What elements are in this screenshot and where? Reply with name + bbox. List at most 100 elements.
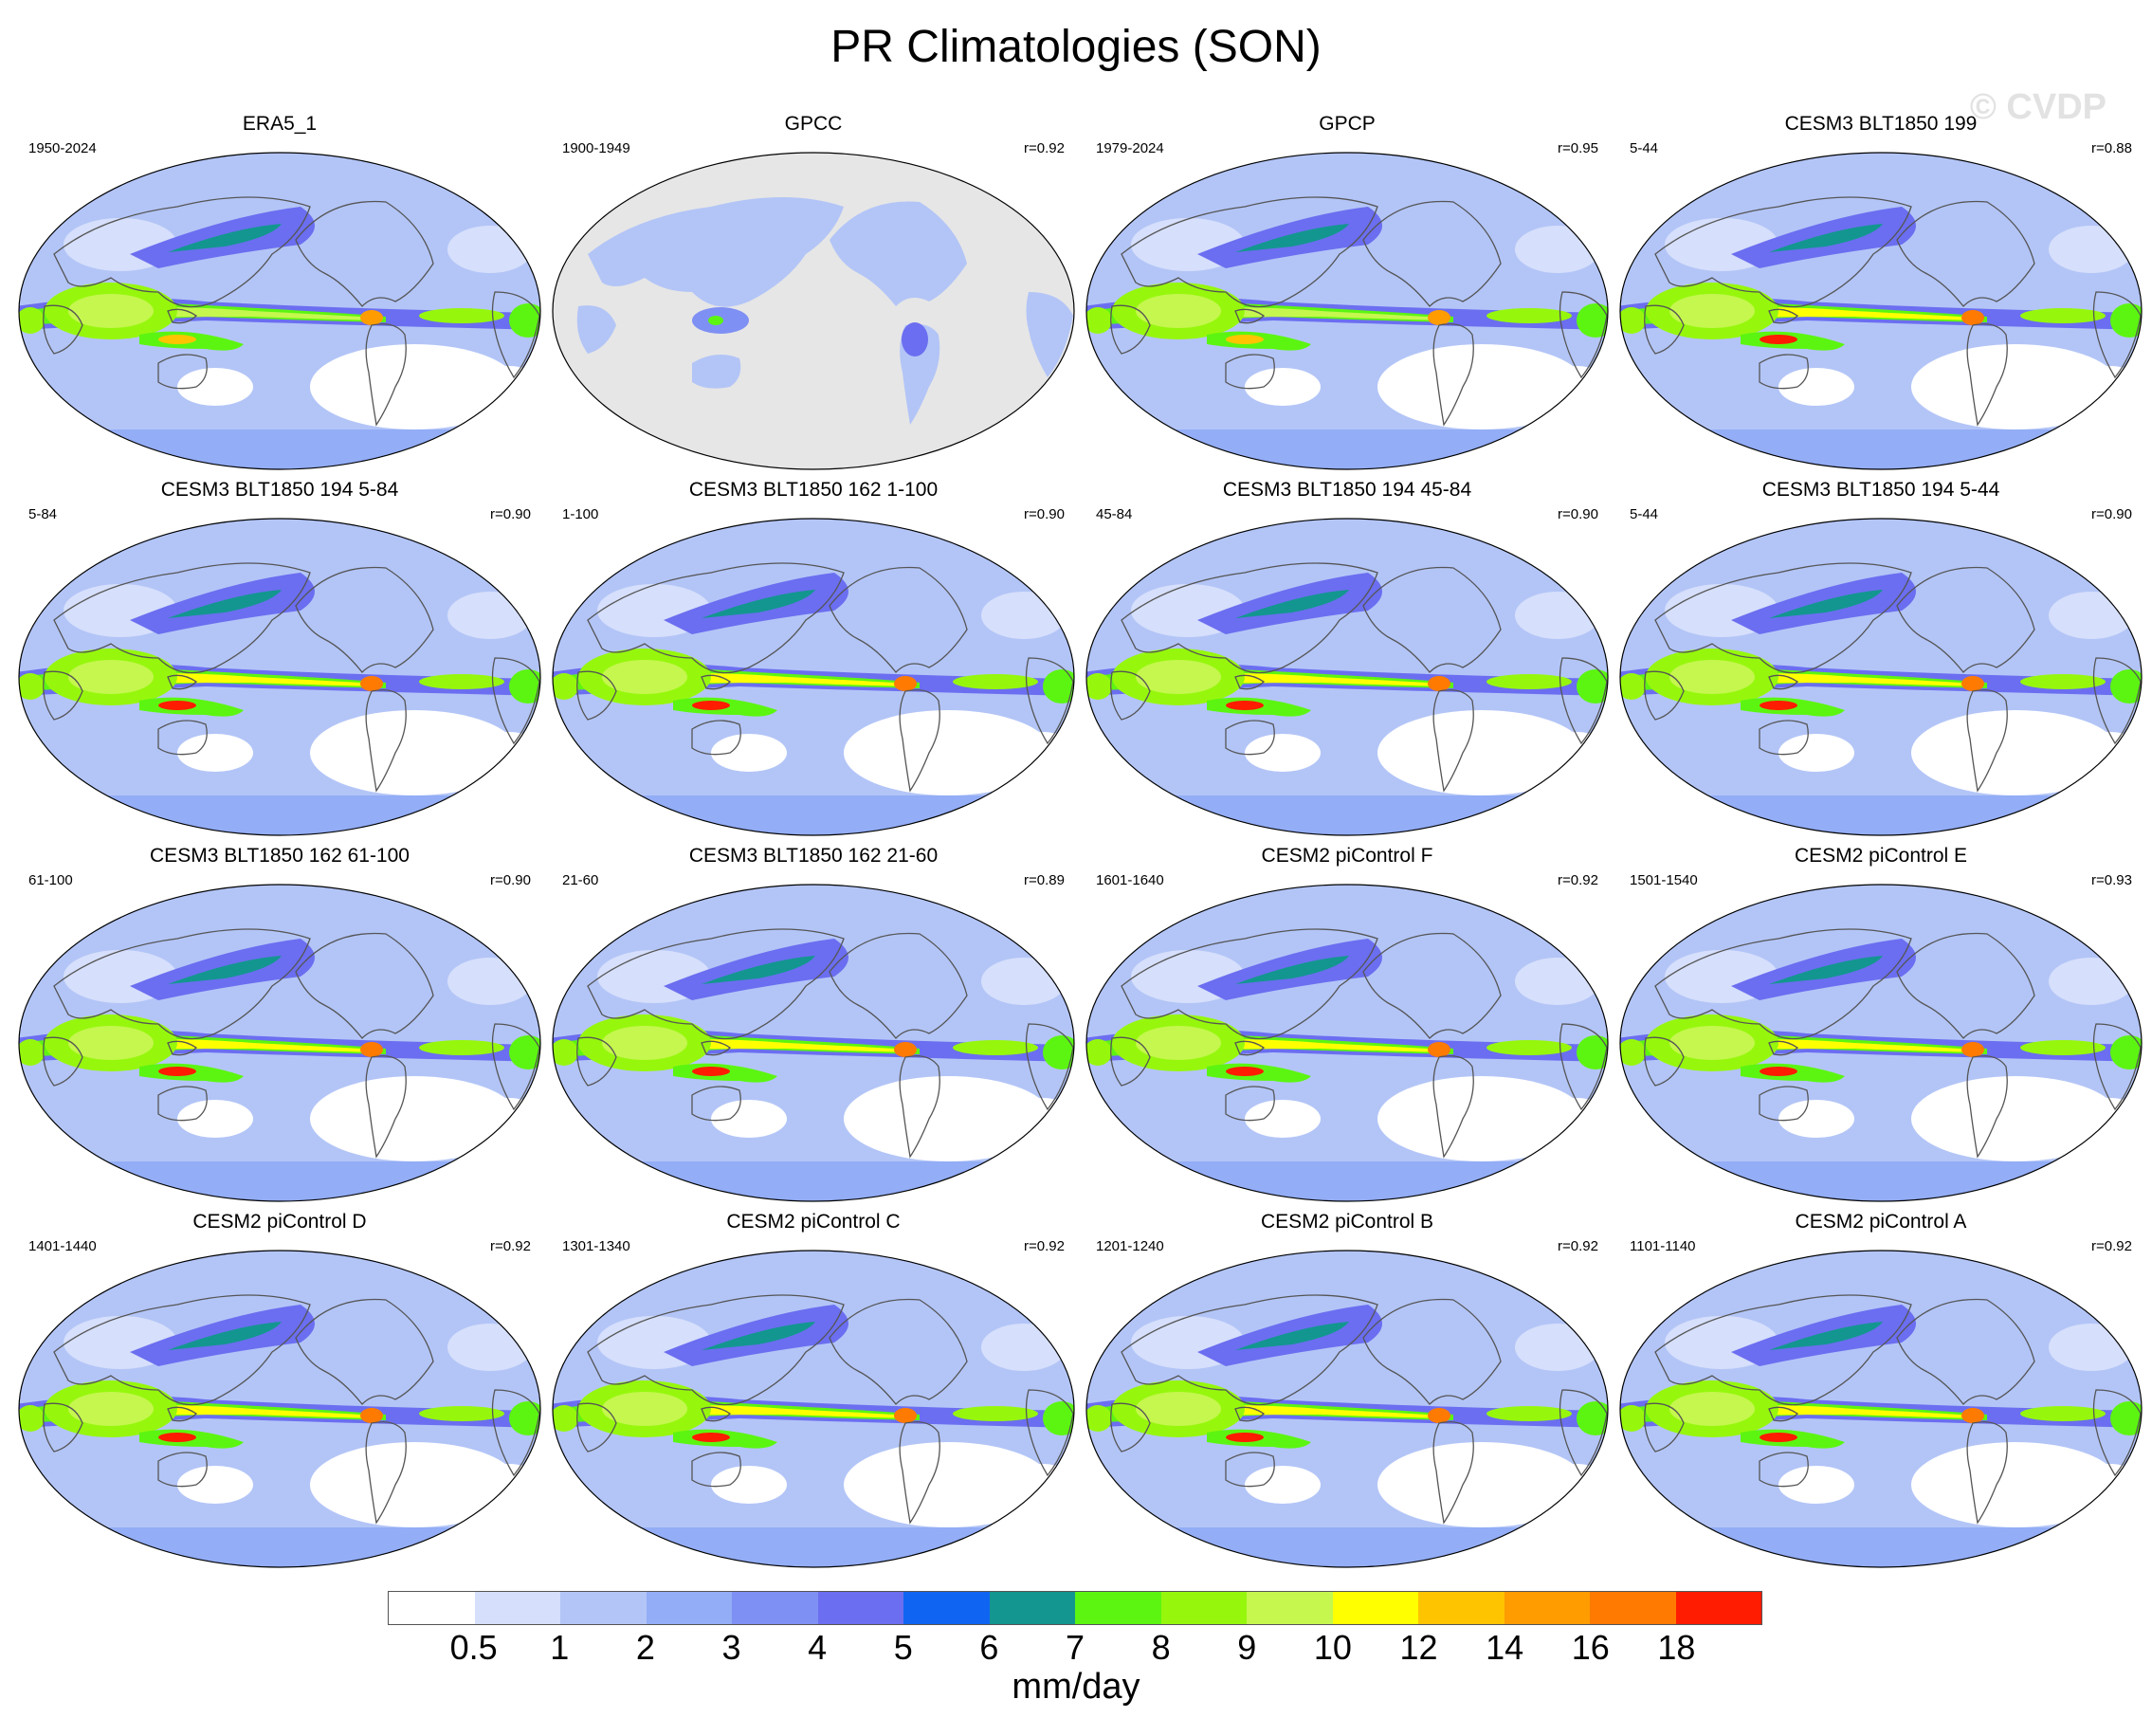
global-map xyxy=(552,152,1075,470)
precip-field xyxy=(553,1251,1074,1567)
panel-correlation: r=0.93 xyxy=(2091,872,2132,888)
colorbar-segment xyxy=(646,1592,732,1624)
colorbar-tick-label: 14 xyxy=(1486,1628,1524,1667)
panel-correlation: r=0.92 xyxy=(1558,872,1598,888)
colorbar-tick-label: 2 xyxy=(635,1628,655,1667)
panel-correlation: r=0.90 xyxy=(2091,506,2132,522)
global-map xyxy=(18,518,541,836)
panel-period: 1979-2024 xyxy=(1096,140,1164,156)
precip-field xyxy=(553,153,1074,469)
map-panel: CESM3 BLT1850 162 21-60 21-60 r=0.89 xyxy=(548,844,1079,1204)
precip-field xyxy=(19,519,540,835)
map-panel: CESM3 BLT1850 162 1-100 1-100 r=0.90 xyxy=(548,478,1079,838)
precip-field xyxy=(1620,519,2142,835)
panel-title: ERA5_1 xyxy=(242,113,318,135)
precip-field xyxy=(19,885,540,1201)
panel-title: CESM2 piControl D xyxy=(192,1211,367,1233)
panel-correlation: r=0.92 xyxy=(1558,1238,1598,1254)
panel-period: 1201-1240 xyxy=(1096,1238,1164,1254)
colorbar-segment xyxy=(1075,1592,1161,1624)
precip-field xyxy=(19,153,540,469)
panel-period: 1950-2024 xyxy=(28,140,97,156)
colorbar-tick-label: 4 xyxy=(808,1628,828,1667)
map-panel: CESM3 BLT1850 162 61-100 61-100 r=0.90 xyxy=(14,844,545,1204)
map-panel: CESM2 piControl D 1401-1440 r=0.92 xyxy=(14,1210,545,1570)
map-panel: CESM3 BLT1850 194 5-84 5-84 r=0.90 xyxy=(14,478,545,838)
panel-title: CESM2 piControl E xyxy=(1794,845,1968,867)
panel-correlation: r=0.88 xyxy=(2091,140,2132,156)
global-map xyxy=(18,152,541,470)
colorbar-tick-label: 3 xyxy=(721,1628,741,1667)
global-map xyxy=(1619,1250,2143,1568)
global-map xyxy=(18,884,541,1202)
watermark: © CVDP xyxy=(1969,87,2106,127)
colorbar-segment xyxy=(1160,1592,1247,1624)
global-map xyxy=(1085,884,1609,1202)
panel-title: CESM3 BLT1850 199 xyxy=(1784,113,1978,135)
colorbar-tick-label: 16 xyxy=(1571,1628,1610,1667)
panel-title: CESM3 BLT1850 194 5-84 xyxy=(160,479,399,501)
precip-field xyxy=(553,885,1074,1201)
colorbar-tick-label: 10 xyxy=(1313,1628,1352,1667)
precip-field xyxy=(1086,519,1608,835)
panel-period: 1501-1540 xyxy=(1630,872,1698,888)
colorbar-segment xyxy=(989,1592,1075,1624)
panel-title: CESM2 piControl F xyxy=(1261,845,1433,867)
precip-field xyxy=(1620,885,2142,1201)
colorbar-tick-label: 5 xyxy=(893,1628,913,1667)
panel-correlation: r=0.92 xyxy=(1024,1238,1065,1254)
panel-correlation: r=0.92 xyxy=(1024,140,1065,156)
global-map xyxy=(1619,884,2143,1202)
panel-period: 45-84 xyxy=(1096,506,1133,522)
panel-correlation: r=0.90 xyxy=(490,872,531,888)
colorbar-segment xyxy=(817,1592,903,1624)
map-panel: CESM3 BLT1850 194 45-84 45-84 r=0.90 xyxy=(1082,478,1613,838)
panel-title: CESM3 BLT1850 194 5-44 xyxy=(1761,479,2000,501)
map-panel: CESM2 piControl E 1501-1540 r=0.93 xyxy=(1615,844,2146,1204)
panel-correlation: r=0.95 xyxy=(1558,140,1598,156)
panel-correlation: r=0.92 xyxy=(2091,1238,2132,1254)
page-title: PR Climatologies (SON) xyxy=(830,22,1322,72)
panel-period: 1-100 xyxy=(562,506,599,522)
global-map xyxy=(552,1250,1075,1568)
colorbar-tick-label: 1 xyxy=(550,1628,570,1667)
colorbar-segment xyxy=(560,1592,647,1624)
precip-field xyxy=(1086,153,1608,469)
colorbar-segment xyxy=(1247,1592,1333,1624)
panel-correlation: r=0.90 xyxy=(490,506,531,522)
panel-title: CESM3 BLT1850 194 45-84 xyxy=(1222,479,1472,501)
panel-title: CESM3 BLT1850 162 21-60 xyxy=(688,845,939,867)
map-panel: CESM2 piControl A 1101-1140 r=0.92 xyxy=(1615,1210,2146,1570)
map-panel: ERA5_1 1950-2024 xyxy=(14,112,545,472)
panel-period: 5-44 xyxy=(1630,506,1659,522)
precip-field xyxy=(1086,885,1608,1201)
global-map xyxy=(1085,518,1609,836)
colorbar-segment xyxy=(903,1592,990,1624)
panel-correlation: r=0.90 xyxy=(1558,506,1598,522)
panel-correlation: r=0.90 xyxy=(1024,506,1065,522)
panel-period: 5-44 xyxy=(1630,140,1659,156)
panel-correlation: r=0.89 xyxy=(1024,872,1065,888)
panel-title: CESM3 BLT1850 162 61-100 xyxy=(150,845,410,867)
precip-field xyxy=(553,519,1074,835)
panel-period: 1101-1140 xyxy=(1630,1238,1696,1254)
colorbar-tick-label: 12 xyxy=(1399,1628,1438,1667)
map-panel: CESM3 BLT1850 194 5-44 5-44 r=0.90 xyxy=(1615,478,2146,838)
global-map xyxy=(18,1250,541,1568)
map-panel: CESM3 BLT1850 199 5-44 r=0.88 xyxy=(1615,112,2146,472)
global-map xyxy=(552,884,1075,1202)
panel-title: CESM3 BLT1850 162 1-100 xyxy=(688,479,939,501)
global-map xyxy=(552,518,1075,836)
map-panel: GPCC 1900-1949 r=0.92 xyxy=(548,112,1079,472)
colorbar-tick-labels: 0.5 1 2 3 4 5 6 7 8 9 10 12 14 16 18 xyxy=(388,1627,1762,1669)
precip-field xyxy=(19,1251,540,1567)
panel-period: 61-100 xyxy=(28,872,73,888)
colorbar-segment xyxy=(1332,1592,1418,1624)
precip-field xyxy=(1620,1251,2142,1567)
global-map xyxy=(1619,518,2143,836)
panel-period: 1301-1340 xyxy=(562,1238,630,1254)
panel-correlation: r=0.92 xyxy=(490,1238,531,1254)
panel-title: GPCC xyxy=(784,113,843,135)
colorbar-units: mm/day xyxy=(1012,1667,1140,1707)
panel-period: 1900-1949 xyxy=(562,140,630,156)
